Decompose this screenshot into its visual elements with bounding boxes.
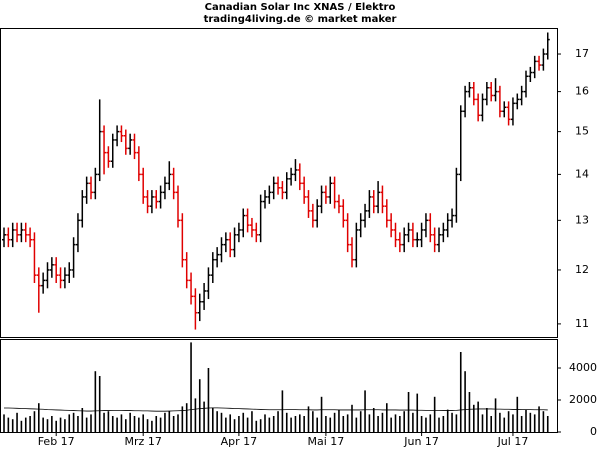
x-tick-label: Mrz 17 <box>125 435 162 448</box>
y-tick-label: 11 <box>575 317 589 330</box>
volume-y-tick-label: 0 <box>590 425 597 438</box>
x-tick-label: Apr 17 <box>221 435 258 448</box>
chart-subtitle: trading4living.de © market maker <box>204 14 397 25</box>
y-tick-label: 17 <box>575 47 589 60</box>
volume-panel <box>0 339 558 433</box>
x-tick-label: Mai 17 <box>308 435 345 448</box>
volume-average-line <box>4 407 548 412</box>
y-tick-label: 13 <box>575 213 589 226</box>
volume-y-tick-label: 4000 <box>569 361 597 374</box>
y-tick-label: 15 <box>575 125 589 138</box>
x-tick-label: Jun 17 <box>403 435 439 448</box>
y-tick-label: 16 <box>575 85 589 98</box>
y-tick-label: 12 <box>575 263 589 276</box>
volume-y-tick-label: 2000 <box>569 393 597 406</box>
price-panel <box>0 28 558 338</box>
chart-title: Canadian Solar Inc XNAS / Elektro <box>205 2 396 13</box>
y-tick-label: 14 <box>575 167 589 180</box>
x-tick-label: Jul 17 <box>497 435 529 448</box>
x-tick-label: Feb 17 <box>38 435 75 448</box>
